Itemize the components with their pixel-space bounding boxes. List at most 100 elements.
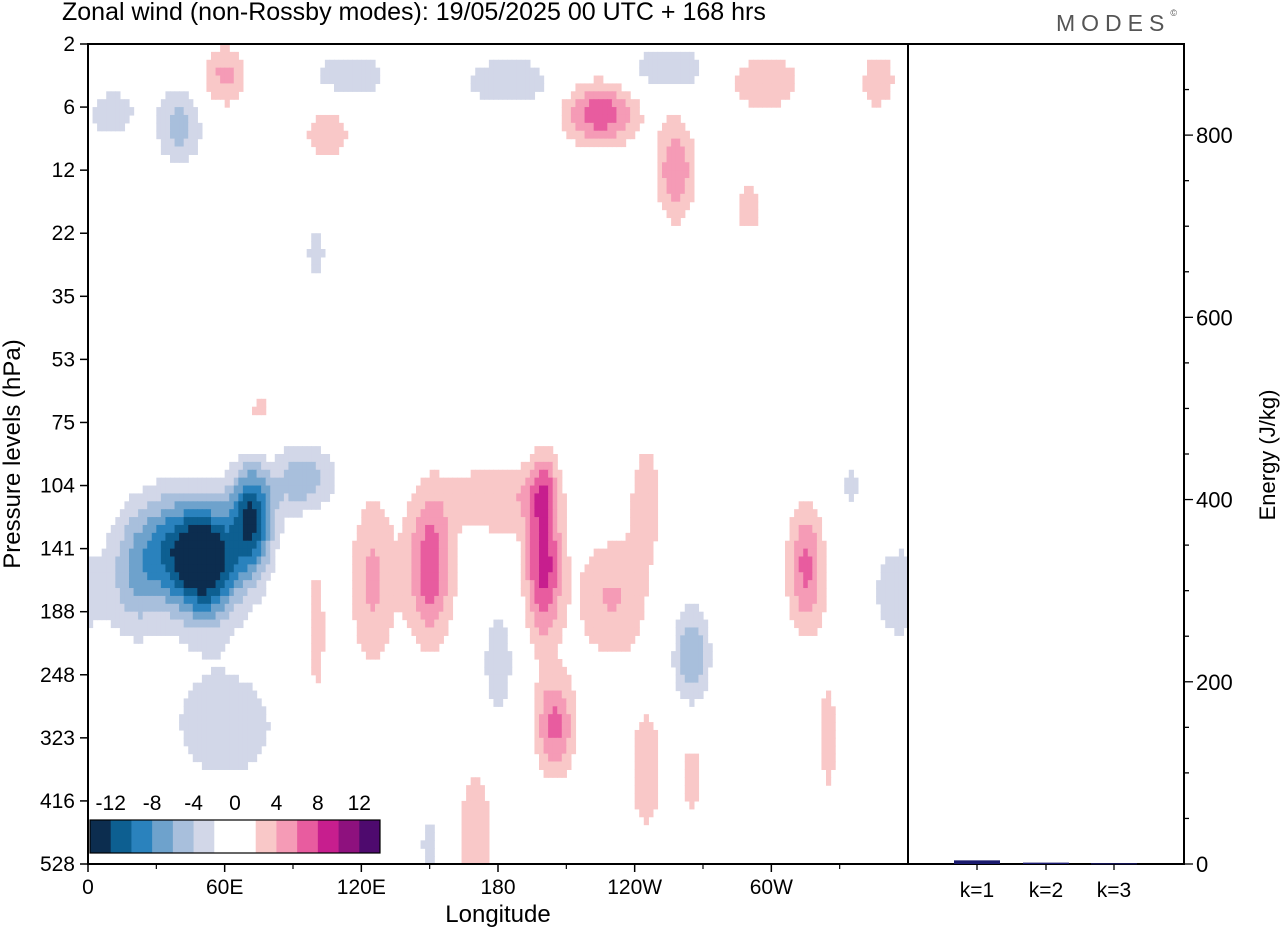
heatmap-cell (252, 461, 258, 471)
heatmap-cell (151, 509, 157, 518)
heatmap-cell (529, 524, 536, 534)
heatmap-cell (356, 619, 362, 629)
heatmap-cell (657, 130, 663, 140)
heatmap-cell (739, 217, 745, 226)
heatmap-cell (470, 477, 476, 487)
heatmap-cell (416, 580, 422, 589)
heatmap-cell (684, 178, 690, 187)
heatmap-cell (224, 509, 230, 518)
heatmap-cell (425, 501, 431, 510)
heatmap-cell (147, 517, 153, 526)
heatmap-cell (593, 83, 599, 92)
heatmap-cell (484, 67, 490, 77)
heatmap-cell (270, 556, 276, 565)
heatmap-cell (552, 603, 558, 613)
heatmap-cell (365, 75, 372, 85)
heatmap-cell (220, 635, 226, 644)
heatmap-cell (479, 832, 485, 841)
heatmap-cell (548, 501, 554, 510)
heatmap-cell (539, 761, 545, 770)
heatmap-cell (447, 540, 454, 550)
heatmap-cell (220, 564, 226, 573)
heatmap-cell (539, 745, 545, 755)
heatmap-cell (197, 580, 203, 589)
heatmap-cell (129, 501, 135, 510)
heatmap-cell (160, 611, 167, 621)
heatmap-cell (238, 524, 244, 534)
heatmap-cell (584, 572, 590, 581)
heatmap-cell (375, 572, 381, 581)
heatmap-cell (188, 737, 194, 747)
heatmap-cell (539, 485, 545, 495)
heatmap-cell (539, 714, 545, 723)
heatmap-cell (115, 603, 121, 613)
heatmap-cell (748, 201, 754, 211)
heatmap-cell (707, 643, 713, 652)
colorbar-swatch (90, 820, 112, 853)
heatmap-cell (693, 761, 700, 770)
heatmap-cell (211, 59, 217, 69)
heatmap-cell (420, 532, 426, 542)
heatmap-cell (393, 540, 399, 550)
heatmap-cell (220, 51, 226, 61)
heatmap-cell (174, 619, 180, 629)
heatmap-cell (693, 59, 700, 69)
heatmap-cell (151, 501, 157, 510)
heatmap-cell (748, 193, 754, 203)
heatmap-cell (247, 690, 253, 700)
heatmap-cell (92, 107, 98, 116)
heatmap-cell (657, 51, 663, 61)
heatmap-cell (188, 493, 194, 502)
heatmap-cell (557, 745, 563, 755)
heatmap-cell (589, 122, 595, 132)
heatmap-cell (365, 643, 372, 652)
heatmap-cell (762, 67, 768, 77)
heatmap-cell (129, 509, 135, 518)
heatmap-cell (119, 580, 126, 589)
heatmap-cell (115, 611, 121, 621)
heatmap-cell (621, 595, 627, 605)
heatmap-cell (197, 698, 203, 707)
heatmap-cell (265, 469, 271, 479)
heatmap-cell (443, 595, 449, 605)
heatmap-cell (188, 138, 194, 148)
heatmap-cell (106, 107, 112, 116)
heatmap-cell (807, 572, 813, 581)
heatmap-cell (315, 588, 321, 597)
heatmap-cell (283, 509, 290, 518)
heatmap-cell (584, 611, 590, 621)
heatmap-cell (684, 666, 690, 676)
heatmap-cell (543, 737, 549, 747)
heatmap-cell (174, 154, 180, 163)
heatmap-cell (379, 603, 385, 613)
heatmap-cell (794, 524, 800, 534)
heatmap-cell (461, 509, 467, 518)
heatmap-cell (406, 556, 413, 565)
heatmap-cell (220, 509, 226, 518)
heatmap-cell (288, 485, 294, 495)
heatmap-cell (698, 659, 704, 668)
heatmap-cell (224, 572, 230, 581)
heatmap-cell (593, 588, 599, 597)
colorbar-swatch (193, 820, 215, 853)
heatmap-cell (197, 611, 203, 621)
heatmap-cell (589, 99, 595, 108)
heatmap-cell (880, 611, 886, 621)
heatmap-cell (133, 556, 139, 565)
heatmap-cell (616, 627, 622, 636)
heatmap-cell (470, 501, 476, 510)
heatmap-cell (238, 603, 244, 613)
heatmap-cell (816, 588, 823, 597)
heatmap-cell (197, 548, 203, 558)
heatmap-cell (807, 517, 813, 526)
heatmap-cell (634, 737, 640, 747)
heatmap-cell (498, 477, 504, 487)
heatmap-cell (812, 603, 818, 613)
heatmap-cell (648, 67, 654, 77)
heatmap-cell (602, 107, 608, 116)
heatmap-cell (543, 509, 549, 518)
heatmap-cell (211, 67, 217, 77)
heatmap-cell (584, 603, 590, 613)
heatmap-cell (92, 572, 98, 581)
heatmap-cell (174, 524, 180, 534)
